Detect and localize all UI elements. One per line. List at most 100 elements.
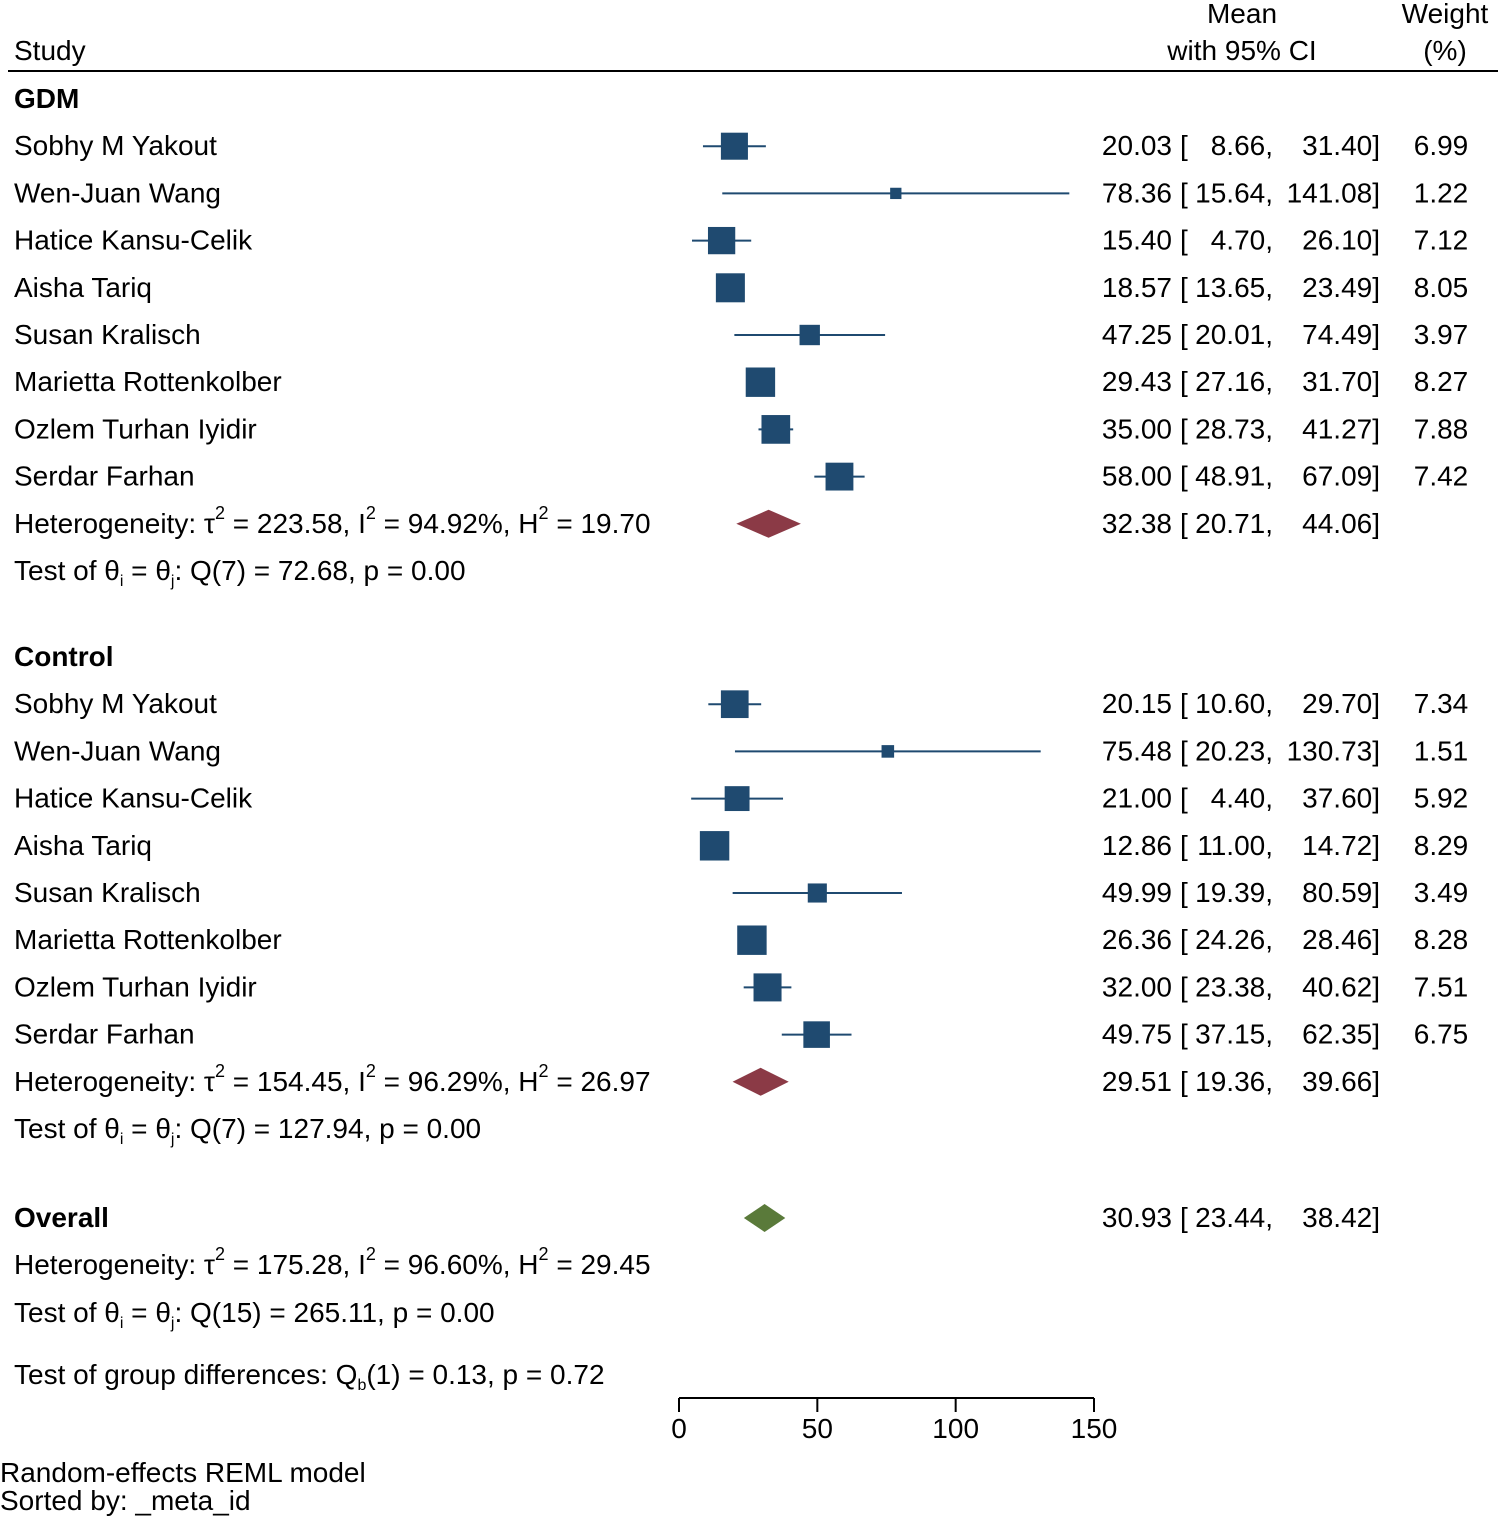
overall-ci-mean: 30.93: [1102, 1202, 1172, 1233]
x-axis: 0 50 100 150: [671, 1397, 1118, 1444]
study-marker: [720, 690, 749, 719]
heterogeneity-text-i2: = 96.29%, H: [376, 1066, 539, 1097]
study-weight: 8.28: [1414, 924, 1469, 955]
heterogeneity-text-i2: = 94.92%, H: [376, 508, 539, 539]
study-ci-bracket: [: [1180, 319, 1188, 350]
overall-ci-bracket: [: [1180, 1202, 1188, 1233]
heterogeneity-test-sub: i: [120, 573, 124, 590]
study-marker: [745, 367, 776, 397]
heterogeneity-text-sup: 2: [215, 503, 225, 523]
x-tick-label: 50: [802, 1413, 833, 1444]
study-marker: [881, 745, 895, 758]
group-label: GDM: [14, 83, 79, 114]
study-weight: 8.27: [1414, 366, 1469, 397]
study-ci-mean: 78.36: [1102, 177, 1172, 208]
subgroup-ci-upper: 39.66]: [1302, 1066, 1380, 1097]
study-label: Wen-Juan Wang: [14, 177, 221, 208]
subgroup-ci-mean: 32.38: [1102, 508, 1172, 539]
study-ci-upper: 37.60]: [1302, 783, 1380, 814]
study-label: Sobhy M Yakout: [14, 688, 217, 719]
study-ci-mean: 35.00: [1102, 413, 1172, 444]
study-ci-upper: 28.46]: [1302, 924, 1380, 955]
study-weight: 3.97: [1414, 319, 1469, 350]
heterogeneity-test-sub: j: [170, 573, 175, 590]
overall-test-a: Test of θ: [14, 1297, 120, 1328]
group-test-b: (1) = 0.13, p = 0.72: [366, 1359, 604, 1390]
study-ci-upper: 31.40]: [1302, 130, 1380, 161]
study-ci-bracket: [: [1180, 735, 1188, 766]
study-ci-mean: 21.00: [1102, 783, 1172, 814]
study-label: Marietta Rottenkolber: [14, 366, 282, 397]
heterogeneity-text-sup: 2: [366, 503, 376, 523]
study-ci-upper: 14.72]: [1302, 830, 1380, 861]
group-test-a: Test of group differences: Q: [14, 1359, 357, 1390]
study-ci-bracket: [: [1180, 971, 1188, 1002]
study-ci-upper: 40.62]: [1302, 971, 1380, 1002]
footer-model: Random-effects REML model: [0, 1457, 366, 1488]
heterogeneity-text-label: Heterogeneity: τ: [14, 1066, 215, 1097]
study-weight: 7.51: [1414, 971, 1469, 1002]
header-ci: with 95% CI: [1166, 35, 1316, 66]
study-weight: 6.75: [1414, 1019, 1469, 1050]
subgroup-ci-lower: 19.36,: [1195, 1066, 1273, 1097]
study-label: Aisha Tariq: [14, 830, 152, 861]
group-label: Control: [14, 641, 114, 672]
heterogeneity-test: Test of θi = θj: Q(7) = 72.68, p = 0.00: [14, 555, 466, 590]
study-label: Susan Kralisch: [14, 877, 201, 908]
study-ci-upper: 74.49]: [1302, 319, 1380, 350]
study-marker: [825, 462, 854, 491]
forest-rows: GDM Sobhy M Yakout 20.03 [8.66, 31.40] 6.99 We…: [14, 83, 1468, 1394]
study-ci-bracket: [: [1180, 688, 1188, 719]
study-marker: [890, 187, 902, 200]
study-label: Aisha Tariq: [14, 272, 152, 303]
header-mean: Mean: [1207, 0, 1277, 29]
study-weight: 7.42: [1414, 461, 1469, 492]
study-weight: 1.22: [1414, 177, 1469, 208]
subgroup-ci-lower: 20.71,: [1195, 508, 1273, 539]
heterogeneity-text-label: Heterogeneity: τ: [14, 508, 215, 539]
study-ci-mean: 12.86: [1102, 830, 1172, 861]
heterogeneity-test-c: : Q(7) = 72.68, p = 0.00: [174, 555, 465, 586]
study-weight: 1.51: [1414, 735, 1469, 766]
overall-heterogeneity-sup: 2: [215, 1244, 225, 1264]
study-ci-mean: 58.00: [1102, 461, 1172, 492]
study-ci-lower: 28.73,: [1195, 413, 1273, 444]
heterogeneity-test: Test of θi = θj: Q(7) = 127.94, p = 0.00: [14, 1113, 481, 1148]
subgroup-ci-bracket: [: [1180, 508, 1188, 539]
study-marker: [761, 415, 791, 444]
study-label: Wen-Juan Wang: [14, 735, 221, 766]
study-ci-upper: 80.59]: [1302, 877, 1380, 908]
study-label: Sobhy M Yakout: [14, 130, 217, 161]
study-marker: [699, 831, 730, 861]
subgroup-ci-upper: 44.06]: [1302, 508, 1380, 539]
subgroup-diamond: [736, 509, 801, 538]
study-ci-mean: 49.99: [1102, 877, 1172, 908]
study-marker: [720, 132, 748, 160]
study-weight: 6.99: [1414, 130, 1469, 161]
study-ci-mean: 15.40: [1102, 225, 1172, 256]
subgroup-ci-mean: 29.51: [1102, 1066, 1172, 1097]
study-ci-lower: 20.23,: [1195, 735, 1273, 766]
study-ci-upper: 26.10]: [1302, 225, 1380, 256]
heterogeneity-test-sub: j: [170, 1131, 175, 1148]
study-ci-mean: 20.03: [1102, 130, 1172, 161]
study-ci-upper: 23.49]: [1302, 272, 1380, 303]
heterogeneity-text-sup: 2: [539, 503, 549, 523]
study-marker: [753, 973, 782, 1002]
study-weight: 8.05: [1414, 272, 1469, 303]
heterogeneity-test-b: = θ: [123, 1113, 170, 1144]
study-label: Serdar Farhan: [14, 1019, 195, 1050]
study-ci-lower: 27.16,: [1195, 366, 1273, 397]
overall-heterogeneity-i2: = 96.60%, H: [376, 1249, 539, 1280]
study-weight: 7.12: [1414, 225, 1469, 256]
overall-test: Test of θi = θj: Q(15) = 265.11, p = 0.0…: [14, 1297, 495, 1332]
study-weight: 5.92: [1414, 783, 1469, 814]
study-ci-bracket: [: [1180, 272, 1188, 303]
x-tick-label: 150: [1071, 1413, 1118, 1444]
study-ci-upper: 130.73]: [1287, 735, 1380, 766]
study-weight: 8.29: [1414, 830, 1469, 861]
overall-test-c: : Q(15) = 265.11, p = 0.00: [174, 1297, 494, 1328]
header-weight-unit: (%): [1423, 35, 1467, 66]
study-ci-lower: 4.40,: [1211, 783, 1273, 814]
overall-test-b: = θ: [123, 1297, 170, 1328]
